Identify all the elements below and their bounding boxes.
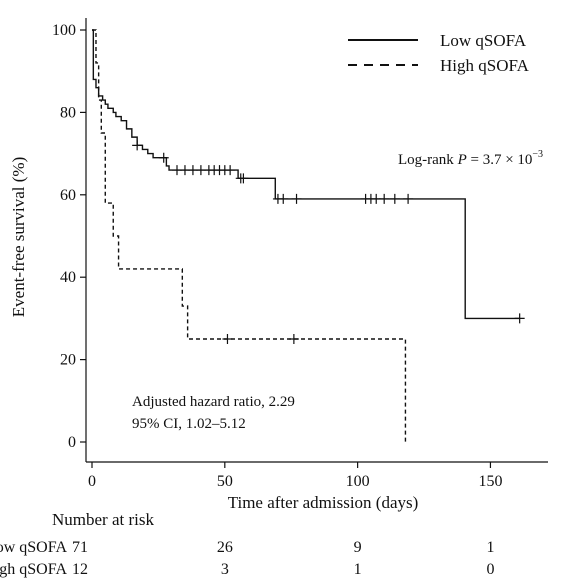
legend-label-high-qsofa: High qSOFA bbox=[440, 56, 530, 75]
censor-mark-low-qsofa bbox=[225, 165, 236, 176]
risk-table-title: Number at risk bbox=[52, 510, 154, 529]
legend-label-low-qsofa: Low qSOFA bbox=[440, 31, 527, 50]
censor-mark-high-qsofa bbox=[222, 334, 233, 344]
censor-mark-low-qsofa bbox=[403, 193, 414, 204]
series-high-qsofa bbox=[92, 29, 407, 442]
censor-mark-high-qsofa bbox=[288, 334, 299, 344]
x-tick-label: 100 bbox=[346, 473, 370, 490]
risk-value: 71 bbox=[72, 539, 88, 556]
censor-mark-low-qsofa bbox=[278, 193, 289, 204]
censor-mark-low-qsofa bbox=[514, 313, 525, 324]
x-tick-label: 150 bbox=[478, 473, 502, 490]
risk-value: 1 bbox=[354, 561, 362, 578]
logrank-annotation: Log-rank P = 3.7 × 10−3 bbox=[398, 149, 543, 168]
logrank-prefix: Log-rank bbox=[398, 152, 458, 168]
risk-table: Low qSOFA 71 26 9 1 High qSOFA 12 3 1 0 bbox=[0, 539, 494, 578]
censor-mark-low-qsofa bbox=[158, 152, 169, 163]
risk-value: 0 bbox=[486, 561, 494, 578]
risk-value: 1 bbox=[486, 539, 494, 556]
y-tick-label: 20 bbox=[60, 352, 76, 369]
censor-mark-low-qsofa bbox=[379, 193, 390, 204]
censor-mark-low-qsofa bbox=[389, 193, 400, 204]
risk-value: 26 bbox=[217, 539, 233, 556]
censor-mark-low-qsofa bbox=[291, 193, 302, 204]
x-tick-label: 0 bbox=[88, 473, 96, 490]
risk-value: 9 bbox=[354, 539, 362, 556]
legend: Low qSOFA High qSOFA bbox=[348, 31, 530, 75]
axes: 0 20 40 60 80 100 0 50 100 150 bbox=[52, 18, 548, 490]
logrank-value: = 3.7 × 10 bbox=[467, 152, 533, 168]
x-tick-label: 50 bbox=[217, 473, 233, 490]
ci-text: 95% CI, 1.02–5.12 bbox=[132, 416, 246, 432]
y-tick-label: 60 bbox=[60, 187, 76, 204]
risk-value: 3 bbox=[221, 561, 229, 578]
y-tick-label: 80 bbox=[60, 104, 76, 121]
logrank-exponent: −3 bbox=[532, 149, 543, 160]
risk-row-label: Low qSOFA bbox=[0, 539, 67, 556]
hazard-ratio-text: Adjusted hazard ratio, 2.29 bbox=[132, 394, 295, 410]
censor-mark-low-qsofa bbox=[132, 140, 143, 151]
risk-row-label: High qSOFA bbox=[0, 561, 67, 578]
risk-value: 12 bbox=[72, 561, 88, 578]
y-tick-label: 0 bbox=[68, 434, 76, 451]
x-axis-label: Time after admission (days) bbox=[228, 493, 419, 512]
censor-mark-low-qsofa bbox=[238, 173, 249, 184]
y-axis-label: Event-free survival (%) bbox=[9, 157, 28, 317]
y-tick-label: 40 bbox=[60, 269, 76, 286]
series-low-qsofa bbox=[92, 29, 520, 320]
y-tick-label: 100 bbox=[52, 22, 76, 39]
series-layer bbox=[92, 29, 525, 442]
logrank-p: P bbox=[457, 152, 467, 168]
